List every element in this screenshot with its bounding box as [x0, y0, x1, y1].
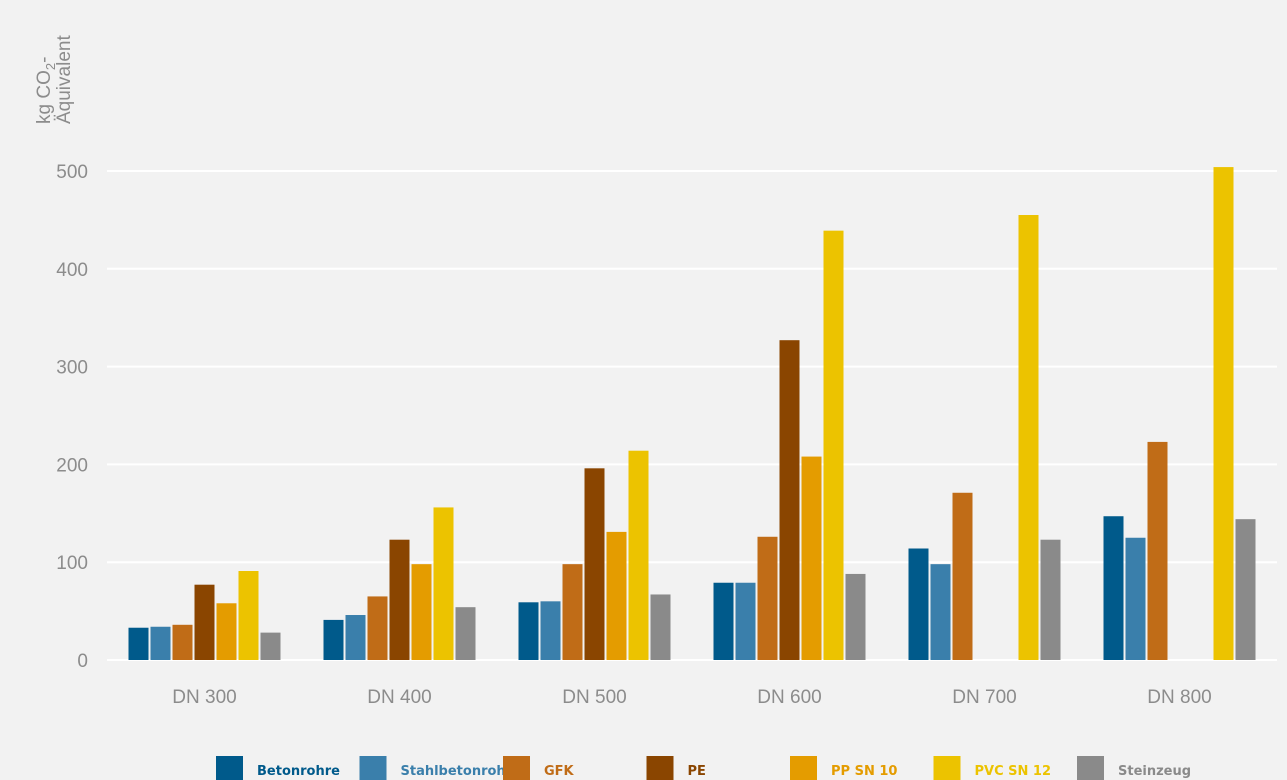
bar [260, 632, 281, 660]
bar [606, 531, 627, 660]
bar [238, 571, 259, 660]
bar [823, 230, 844, 660]
bar [194, 584, 215, 660]
legend-label: Steinzeug [1118, 764, 1191, 779]
x-tick-label: DN 500 [562, 687, 626, 708]
bar [1125, 537, 1146, 660]
y-tick-label: 500 [56, 162, 88, 183]
bar [216, 603, 237, 660]
legend-swatch [216, 756, 243, 780]
legend: Betonrohre Stahlbetonrohre GFK PE PP SN 10 PV… [216, 756, 1191, 780]
bar [757, 536, 778, 660]
legend-swatch [359, 756, 387, 780]
legend-label: GFK [544, 764, 575, 779]
y-axis-label: kg CO2- [34, 57, 58, 124]
legend-swatch [933, 756, 961, 780]
legend-swatch [790, 756, 817, 780]
y-axis-ticks: 0 100 200 300 400 500 [56, 162, 88, 672]
bar [713, 582, 734, 660]
bar [1213, 167, 1234, 660]
legend-label: Stahlbetonrohre [401, 764, 522, 779]
y-axis-label-line2: Äquivalent [54, 35, 75, 124]
bar [172, 624, 193, 660]
bar [323, 619, 344, 660]
y-tick-label: 100 [56, 553, 88, 574]
bars [128, 167, 1256, 660]
y-tick-label: 300 [56, 358, 88, 379]
bar [389, 539, 410, 660]
bar [1103, 516, 1124, 660]
x-axis-ticks: DN 300 DN 400 DN 500 DN 600 DN 700 DN 800 [172, 687, 1211, 708]
bar [540, 601, 561, 660]
x-tick-label: DN 700 [952, 687, 1016, 708]
grid [107, 170, 1277, 661]
bar [518, 602, 539, 660]
bar [801, 456, 822, 660]
bar [650, 594, 671, 660]
bar [1235, 519, 1256, 660]
bar [1018, 215, 1039, 660]
y-tick-label: 0 [77, 651, 88, 672]
legend-swatch [503, 756, 530, 780]
bar [128, 627, 149, 660]
legend-swatch [646, 756, 674, 780]
x-tick-label: DN 400 [367, 687, 431, 708]
bar [735, 582, 756, 660]
x-tick-label: DN 800 [1147, 687, 1211, 708]
bar [433, 507, 454, 660]
bar [779, 340, 800, 660]
x-tick-label: DN 300 [172, 687, 236, 708]
bar [455, 607, 476, 660]
legend-label: PVC SN 12 [975, 764, 1052, 779]
bar [584, 468, 605, 660]
bar [367, 596, 388, 660]
bar [908, 548, 929, 660]
bar [1147, 441, 1168, 660]
bar [562, 564, 583, 660]
x-tick-label: DN 600 [757, 687, 821, 708]
legend-label: PE [688, 764, 706, 779]
y-tick-label: 200 [56, 455, 88, 476]
bar [411, 564, 432, 660]
legend-label: Betonrohre [257, 764, 340, 779]
bar [628, 450, 649, 660]
legend-label: PP SN 10 [831, 764, 897, 779]
y-axis-label-subscript: 2 [43, 63, 58, 70]
bar [1040, 539, 1061, 660]
bar [845, 573, 866, 660]
bar [930, 564, 951, 660]
y-tick-label: 400 [56, 260, 88, 281]
bar [345, 615, 366, 660]
y-axis-label-suffix: - [34, 57, 55, 63]
y-axis-label-main: kg CO [34, 70, 55, 124]
bar [952, 492, 973, 660]
legend-swatch [1077, 756, 1104, 780]
bar [150, 626, 171, 660]
